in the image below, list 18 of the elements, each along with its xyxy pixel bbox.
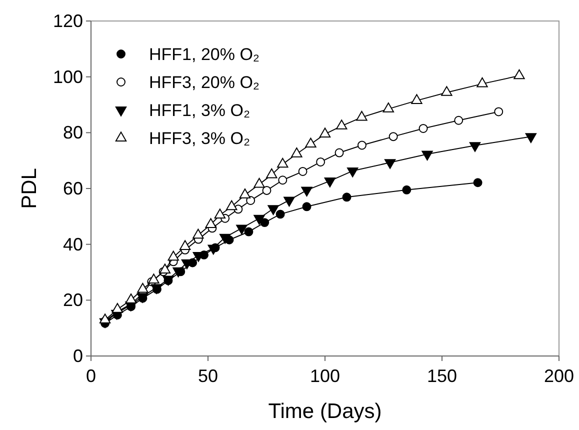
legend-label: HFF3, 20% O₂: [149, 73, 260, 92]
y-tick-label: 0: [72, 346, 83, 366]
x-tick-label: 0: [86, 366, 96, 386]
y-tick-label: 80: [62, 122, 83, 143]
x-tick-label: 150: [426, 366, 458, 386]
y-tick-label: 120: [52, 11, 83, 31]
y-tick-label: 100: [52, 66, 83, 87]
x-tick-label: 100: [310, 366, 340, 386]
x-tick-label: 50: [198, 366, 218, 386]
legend-label: HFF1, 20% O₂: [149, 45, 260, 64]
y-tick-label: 20: [62, 290, 83, 310]
legend-label: HFF1, 3% O₂: [149, 101, 250, 120]
legend-label: HFF3, 3% O₂: [149, 129, 250, 148]
x-tick-label: 200: [544, 366, 574, 386]
y-axis-title: PDL: [18, 168, 41, 209]
y-tick-label: 60: [62, 178, 83, 198]
y-tick-label: 40: [62, 234, 83, 254]
x-axis-title: Time (Days): [268, 400, 382, 423]
